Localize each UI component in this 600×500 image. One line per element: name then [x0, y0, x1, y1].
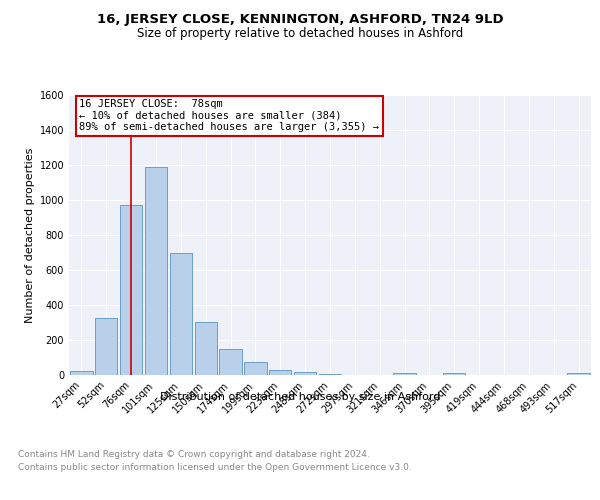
- Bar: [120, 205, 142, 375]
- Bar: [394, 373, 416, 375]
- Bar: [145, 167, 167, 375]
- Bar: [443, 373, 466, 375]
- Bar: [95, 318, 118, 375]
- Bar: [319, 374, 341, 375]
- Bar: [220, 349, 242, 375]
- Bar: [269, 370, 292, 375]
- Text: Distribution of detached houses by size in Ashford: Distribution of detached houses by size …: [160, 392, 440, 402]
- Bar: [568, 373, 590, 375]
- Bar: [70, 370, 92, 375]
- Bar: [194, 322, 217, 375]
- Text: Contains HM Land Registry data © Crown copyright and database right 2024.: Contains HM Land Registry data © Crown c…: [18, 450, 370, 459]
- Bar: [244, 362, 266, 375]
- Text: 16, JERSEY CLOSE, KENNINGTON, ASHFORD, TN24 9LD: 16, JERSEY CLOSE, KENNINGTON, ASHFORD, T…: [97, 12, 503, 26]
- Text: Size of property relative to detached houses in Ashford: Size of property relative to detached ho…: [137, 28, 463, 40]
- Y-axis label: Number of detached properties: Number of detached properties: [25, 148, 35, 322]
- Text: 16 JERSEY CLOSE:  78sqm
← 10% of detached houses are smaller (384)
89% of semi-d: 16 JERSEY CLOSE: 78sqm ← 10% of detached…: [79, 99, 379, 132]
- Bar: [294, 372, 316, 375]
- Bar: [170, 252, 192, 375]
- Text: Contains public sector information licensed under the Open Government Licence v3: Contains public sector information licen…: [18, 462, 412, 471]
